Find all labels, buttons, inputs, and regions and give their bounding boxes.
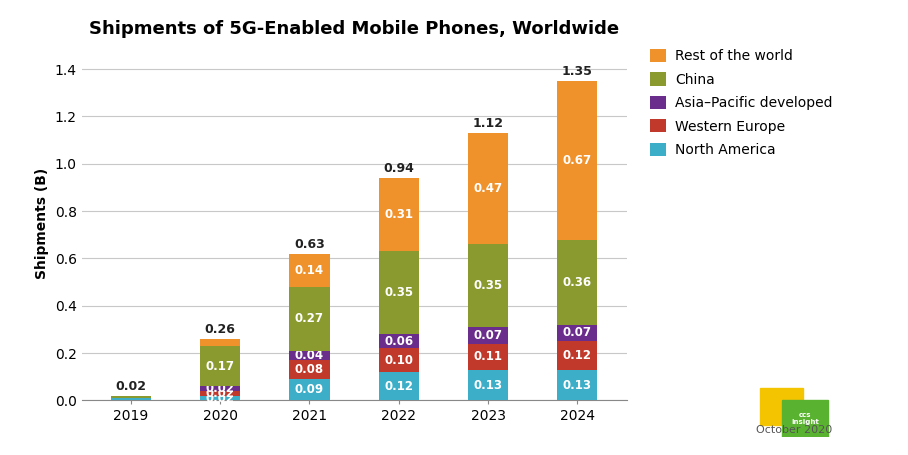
Text: October 2020: October 2020 — [756, 425, 833, 435]
Text: 0.35: 0.35 — [474, 279, 503, 292]
Text: 0.63: 0.63 — [294, 238, 325, 251]
Text: 0.94: 0.94 — [383, 162, 414, 175]
Text: 0.12: 0.12 — [384, 380, 413, 393]
Bar — [783, 400, 828, 437]
Bar — [200, 339, 241, 346]
Text: 0.11: 0.11 — [474, 350, 503, 363]
Bar — [379, 178, 419, 251]
Text: 0.27: 0.27 — [295, 312, 324, 325]
Text: 0.67: 0.67 — [563, 154, 592, 167]
Bar — [290, 379, 330, 400]
Bar — [379, 349, 419, 372]
Bar — [290, 287, 330, 351]
Bar — [468, 369, 508, 400]
Text: 0.35: 0.35 — [384, 286, 413, 299]
Bar — [200, 386, 241, 391]
Text: 0.14: 0.14 — [295, 264, 324, 277]
Bar — [200, 391, 241, 396]
Bar — [379, 372, 419, 400]
Text: 1.12: 1.12 — [472, 117, 504, 130]
Bar — [468, 344, 508, 369]
Bar — [111, 396, 151, 398]
Text: 0.13: 0.13 — [563, 379, 592, 391]
Bar — [200, 346, 241, 386]
Text: 0.31: 0.31 — [384, 208, 413, 221]
Bar — [558, 239, 597, 325]
Text: 0.09: 0.09 — [295, 383, 324, 396]
Bar — [760, 388, 803, 425]
Text: 0.12: 0.12 — [563, 349, 592, 362]
Bar — [290, 360, 330, 379]
Bar — [468, 327, 508, 344]
Text: 0.02: 0.02 — [115, 380, 146, 393]
Text: 0.17: 0.17 — [205, 359, 234, 373]
Text: 0.07: 0.07 — [474, 329, 503, 342]
Bar — [111, 398, 151, 400]
Bar — [558, 81, 597, 239]
Text: 0.02: 0.02 — [205, 387, 234, 400]
Bar — [379, 251, 419, 334]
Bar — [290, 254, 330, 287]
Text: ccs
insight: ccs insight — [791, 412, 819, 425]
Bar — [468, 133, 508, 244]
Bar — [290, 351, 330, 360]
Text: 0.26: 0.26 — [204, 323, 235, 336]
Text: 0.06: 0.06 — [384, 335, 413, 348]
Bar — [558, 341, 597, 369]
Text: 0.13: 0.13 — [474, 379, 503, 391]
Y-axis label: Shipments (B): Shipments (B) — [35, 167, 49, 278]
Text: 0.07: 0.07 — [563, 327, 592, 339]
Text: 0.10: 0.10 — [384, 354, 413, 367]
Bar — [558, 325, 597, 341]
Text: 0.47: 0.47 — [474, 182, 503, 195]
Text: 0.04: 0.04 — [295, 349, 324, 362]
Bar — [468, 244, 508, 327]
Text: 0.08: 0.08 — [295, 363, 324, 376]
Text: 0.02: 0.02 — [205, 382, 234, 395]
Text: 0.02: 0.02 — [205, 392, 234, 404]
Text: 0.36: 0.36 — [563, 276, 592, 288]
Bar — [379, 334, 419, 349]
Title: Shipments of 5G-Enabled Mobile Phones, Worldwide: Shipments of 5G-Enabled Mobile Phones, W… — [89, 20, 619, 38]
Legend: Rest of the world, China, Asia–Pacific developed, Western Europe, North America: Rest of the world, China, Asia–Pacific d… — [650, 49, 833, 157]
Bar — [558, 369, 597, 400]
Text: 1.35: 1.35 — [562, 65, 593, 78]
Bar — [200, 396, 241, 400]
